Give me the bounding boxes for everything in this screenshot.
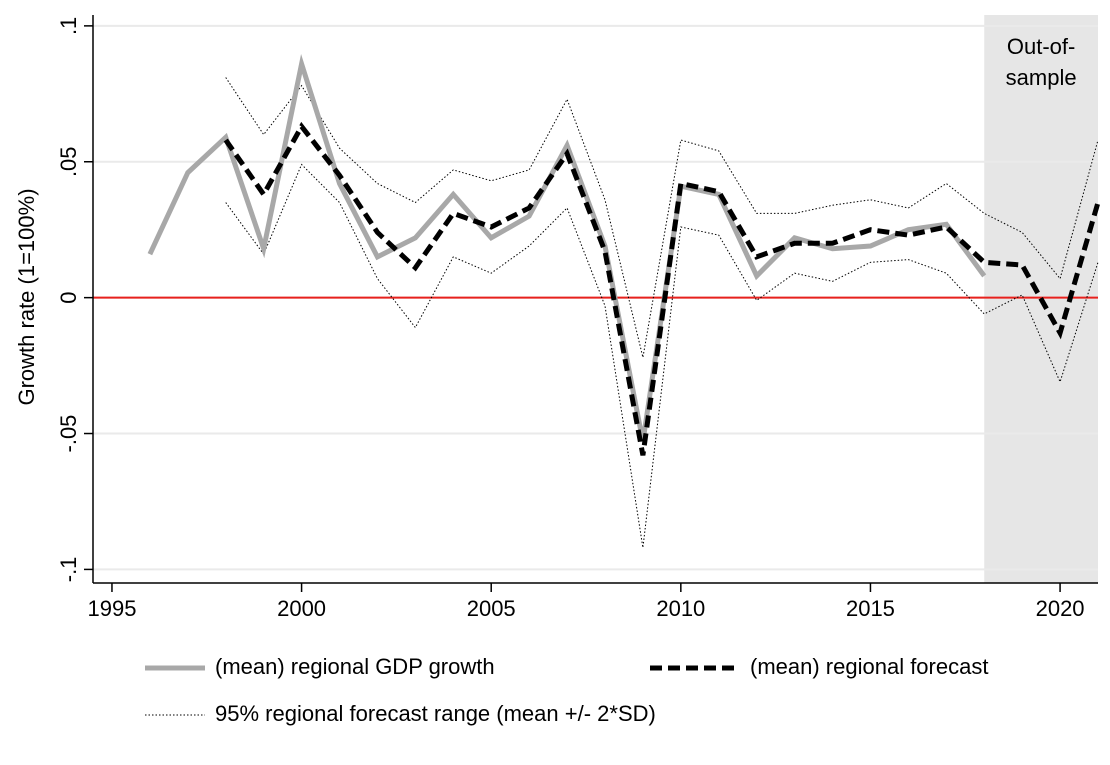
- y-tick-label: -.1: [56, 557, 81, 583]
- x-tick-label: 2020: [1036, 596, 1085, 621]
- x-tick-label: 2015: [846, 596, 895, 621]
- series-line: [225, 163, 1099, 548]
- y-tick-label: -.05: [56, 415, 81, 453]
- series-line: [147, 54, 987, 443]
- y-tick-label: 0: [56, 292, 81, 304]
- legend-label: (mean) regional forecast: [750, 654, 988, 679]
- series-line: [223, 121, 1101, 456]
- legend-label: (mean) regional GDP growth: [215, 654, 495, 679]
- x-tick-label: 2010: [656, 596, 705, 621]
- shade-label: sample: [1006, 65, 1077, 90]
- series-line: [225, 77, 1099, 358]
- x-tick-label: 2005: [467, 596, 516, 621]
- y-tick-label: .05: [56, 146, 81, 177]
- y-tick-label: .1: [56, 17, 81, 35]
- shade-label: Out-of-: [1007, 34, 1075, 59]
- legend-label: 95% regional forecast range (mean +/- 2*…: [215, 701, 656, 726]
- x-tick-label: 1995: [87, 596, 136, 621]
- y-axis-label: Growth rate (1=100%): [14, 188, 39, 405]
- x-tick-label: 2000: [277, 596, 326, 621]
